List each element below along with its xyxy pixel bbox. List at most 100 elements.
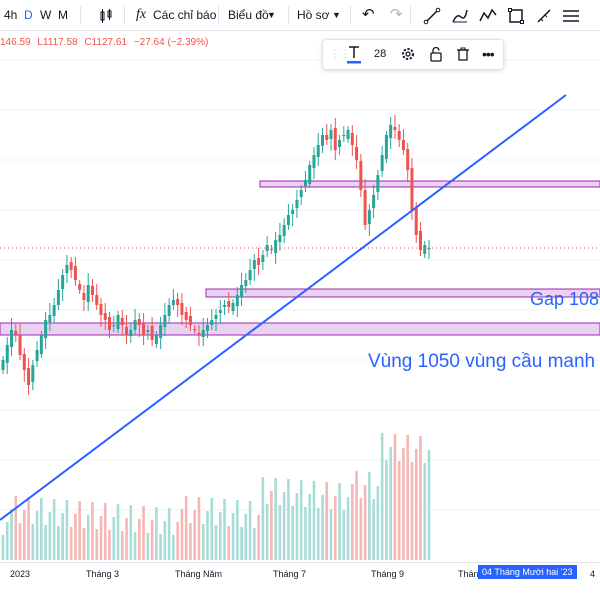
price-chart[interactable] bbox=[0, 0, 600, 562]
volume-bar bbox=[112, 517, 116, 560]
volume-bar bbox=[155, 507, 158, 560]
timeframe-d[interactable]: D bbox=[24, 8, 33, 22]
candle-body bbox=[1, 360, 5, 370]
volume-bar bbox=[57, 526, 60, 560]
text-color-icon[interactable] bbox=[346, 40, 362, 69]
candle-body bbox=[159, 325, 163, 338]
volume-bar bbox=[120, 531, 124, 560]
candle-body bbox=[103, 313, 107, 320]
unlock-icon[interactable] bbox=[428, 40, 444, 69]
volume-bar bbox=[312, 481, 316, 560]
candle-body bbox=[176, 299, 180, 305]
candles-icon[interactable] bbox=[98, 0, 114, 30]
timeframe-w[interactable]: W bbox=[40, 8, 52, 22]
undo-icon[interactable]: ↶ bbox=[362, 6, 375, 23]
volume-bar bbox=[14, 496, 18, 560]
more-options-icon[interactable]: ••• bbox=[482, 46, 495, 62]
toolbar-divider bbox=[410, 6, 411, 24]
candle-body bbox=[414, 207, 418, 235]
settings-gear-icon[interactable] bbox=[400, 40, 416, 69]
candle-body bbox=[423, 245, 427, 254]
volume-bar bbox=[389, 447, 392, 560]
candle-body bbox=[44, 320, 48, 338]
volume-bar bbox=[316, 508, 320, 560]
volume-bar bbox=[304, 507, 307, 560]
volume-bar bbox=[180, 509, 184, 560]
ohlc-legend: 146.59 L1117.58 C1127.61 −27.64 (−2.39%) bbox=[0, 37, 212, 48]
candle-body bbox=[108, 317, 111, 330]
candle-body bbox=[167, 305, 171, 316]
volume-bar bbox=[146, 533, 150, 560]
candle-body bbox=[120, 318, 124, 325]
chart-menu-button[interactable]: Biểu đồ bbox=[228, 8, 269, 22]
timeframe-m[interactable]: M bbox=[58, 8, 68, 22]
volume-bar bbox=[402, 448, 405, 560]
candle-body bbox=[393, 127, 397, 130]
candle-body bbox=[308, 165, 312, 184]
volume-bar bbox=[91, 502, 94, 560]
candle-body bbox=[376, 175, 380, 192]
candle-body bbox=[321, 135, 324, 146]
redo-icon[interactable]: ↷ bbox=[390, 6, 403, 23]
volume-bar bbox=[150, 520, 154, 560]
candle-body bbox=[14, 331, 18, 335]
candle-body bbox=[184, 312, 188, 320]
x-tick-label: Tháng bbox=[458, 569, 484, 579]
trash-icon[interactable] bbox=[455, 40, 471, 69]
time-axis[interactable]: 2023 Tháng 3 Tháng Năm Tháng 7 Tháng 9 T… bbox=[0, 562, 600, 585]
text-tool-icon[interactable] bbox=[561, 0, 581, 30]
volume-bar bbox=[35, 511, 39, 560]
volume-bar bbox=[282, 492, 286, 560]
pattern-tool-icon[interactable] bbox=[479, 0, 497, 30]
candle-body bbox=[248, 270, 252, 280]
volume-bar bbox=[329, 509, 333, 560]
ohlc-high: 146.59 bbox=[0, 37, 31, 48]
font-size-value[interactable]: 28 bbox=[374, 48, 387, 60]
x-tick-label: Tháng 9 bbox=[371, 569, 405, 579]
candle-body bbox=[125, 327, 129, 335]
volume-bar bbox=[363, 485, 367, 560]
volume-bar bbox=[295, 493, 299, 560]
candle-body bbox=[73, 266, 77, 280]
brush-tool-icon[interactable] bbox=[451, 0, 469, 30]
drag-handle-icon[interactable]: ⋮⋮ bbox=[330, 49, 350, 60]
volume-bar bbox=[351, 484, 354, 560]
rectangle-tool-icon[interactable] bbox=[507, 0, 525, 30]
candle-body bbox=[244, 280, 248, 286]
volume-bar bbox=[108, 530, 111, 560]
candle-body bbox=[346, 130, 350, 139]
volume-bar bbox=[393, 434, 397, 560]
x-tick-label: Tháng 7 bbox=[273, 569, 307, 579]
volume-bar bbox=[86, 515, 90, 560]
crosshair-date-badge: 04 Tháng Mười hai '23 bbox=[478, 565, 577, 579]
volume-bar bbox=[138, 519, 141, 560]
indicators-button[interactable]: Các chỉ báo bbox=[153, 8, 217, 22]
trend-line-tool-icon[interactable] bbox=[423, 0, 441, 30]
volume-bar bbox=[163, 521, 167, 560]
indicators-icon[interactable]: fx bbox=[136, 7, 147, 22]
candle-body bbox=[333, 128, 337, 150]
timeframe-4h[interactable]: 4h bbox=[4, 8, 18, 22]
candle-body bbox=[355, 147, 359, 160]
candle-body bbox=[95, 295, 99, 305]
candle-body bbox=[359, 161, 363, 190]
x-tick-label: Tháng 3 bbox=[86, 569, 120, 579]
candle-body bbox=[48, 315, 52, 322]
ruler-tool-icon[interactable] bbox=[535, 0, 553, 30]
volume-bar bbox=[406, 435, 409, 560]
chevron-down-icon[interactable]: ▼ bbox=[332, 10, 341, 20]
candle-body bbox=[257, 258, 261, 265]
volume-bar bbox=[253, 528, 256, 560]
volume-bar bbox=[257, 515, 260, 560]
x-tick-label: 4 bbox=[590, 569, 596, 579]
volume-bar bbox=[265, 504, 269, 560]
candle-body bbox=[193, 329, 197, 331]
volume-bar bbox=[142, 506, 145, 560]
candle-body bbox=[150, 326, 154, 340]
candle-body bbox=[35, 350, 39, 361]
chevron-down-icon[interactable]: ▼ bbox=[267, 10, 276, 20]
gap-zone bbox=[205, 288, 600, 298]
volume-bar bbox=[359, 498, 363, 560]
profile-menu-button[interactable]: Hồ sơ bbox=[297, 8, 330, 22]
candle-body bbox=[65, 265, 69, 273]
